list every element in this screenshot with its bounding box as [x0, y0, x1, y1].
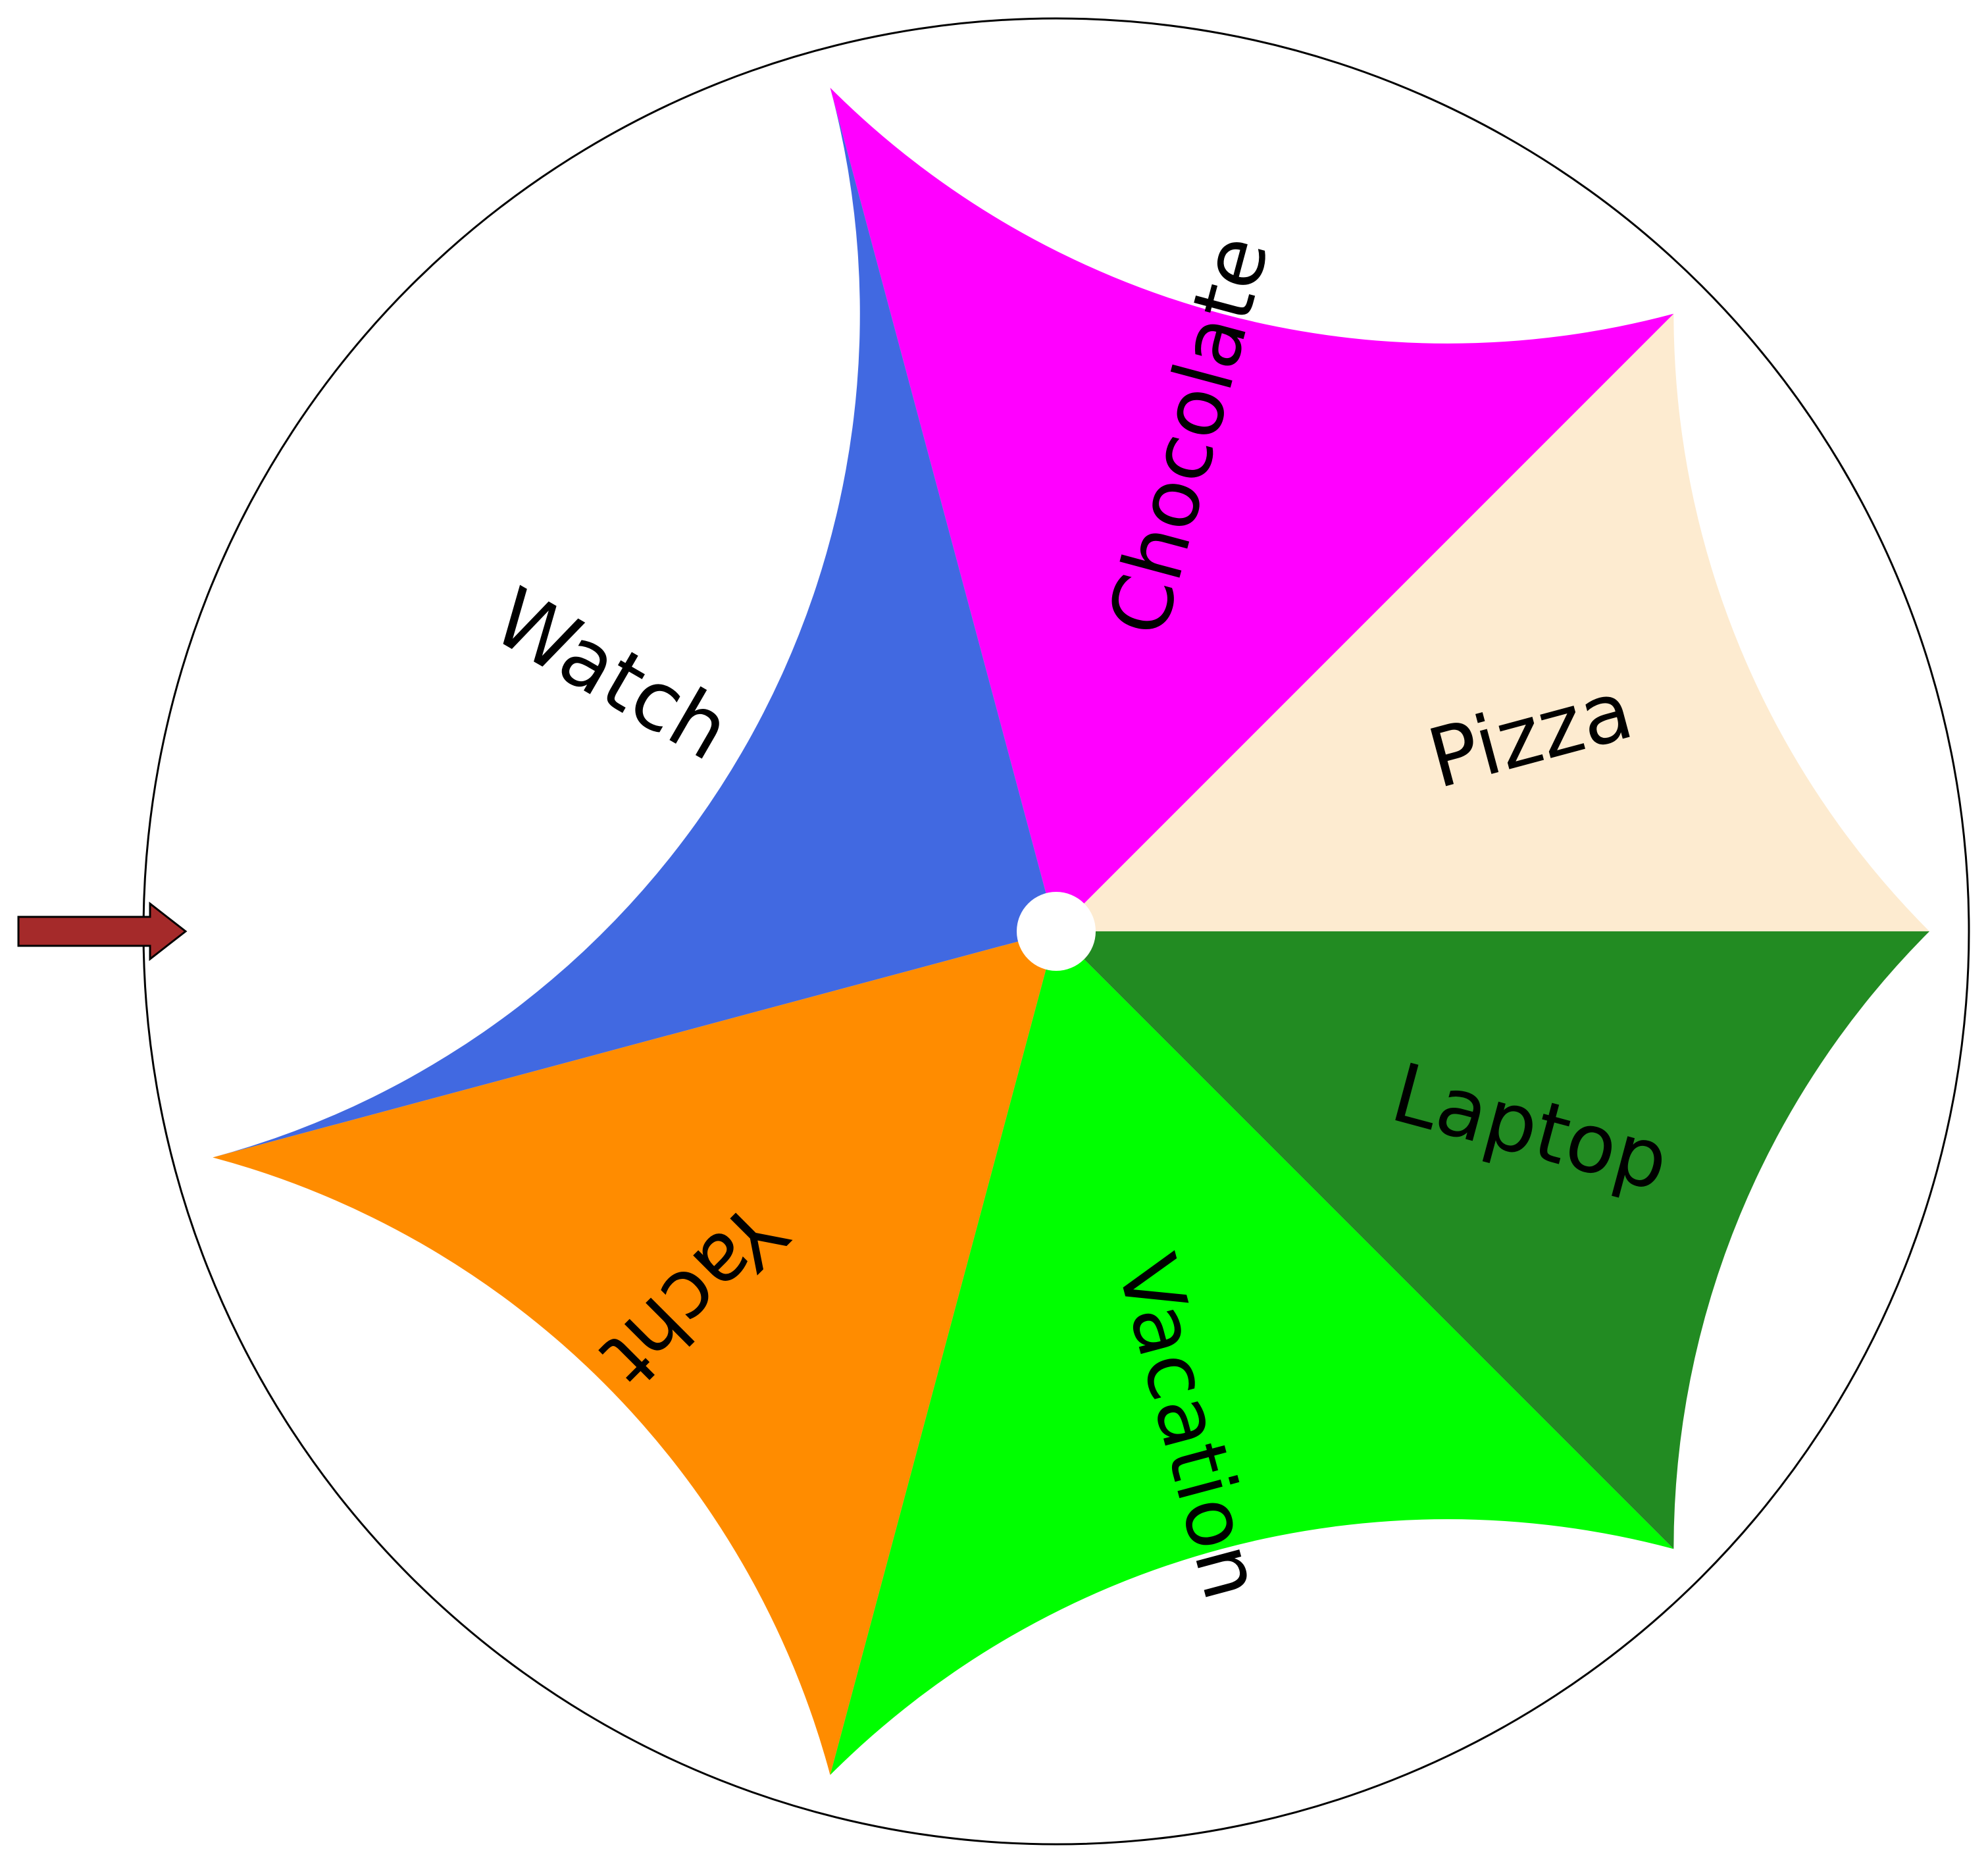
wheel-segment-watch: [213, 88, 1056, 1158]
pointer-arrow-icon: [17, 901, 188, 962]
wheel-segment-yacht: [213, 931, 1056, 1775]
wheel-segment-laptop: [1056, 931, 1929, 1549]
wheel-segment-pizza: [1056, 313, 1929, 931]
wheel-segment-vacation: [830, 931, 1674, 1775]
wheel[interactable]: Pizza Chocolate Watch Yacht Vacation Lap…: [213, 88, 1929, 1775]
wheel-hub[interactable]: [1017, 892, 1096, 971]
wheel-segment-chocolate: [830, 88, 1674, 931]
